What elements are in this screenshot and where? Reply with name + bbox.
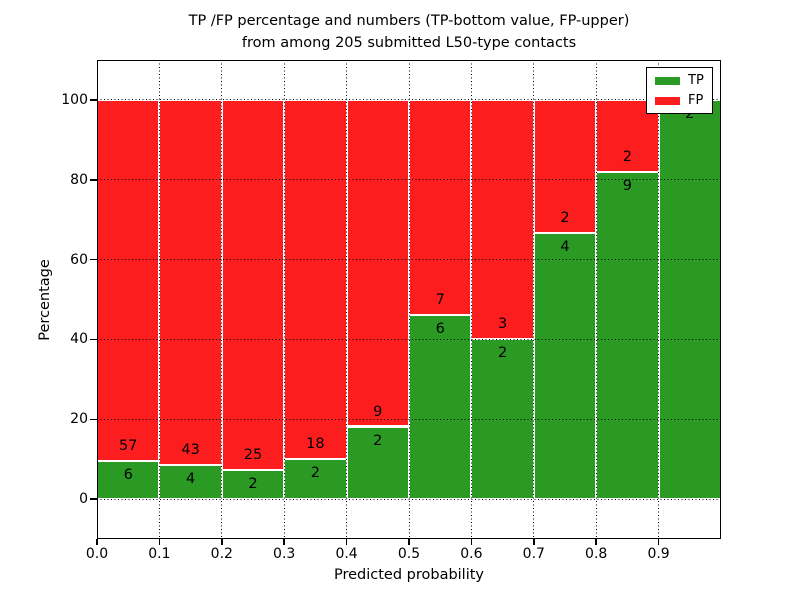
annotation-fp-count: 9 — [373, 403, 383, 420]
legend-label-fp: FP — [688, 93, 704, 108]
y-axis-tick — [90, 99, 97, 101]
y-axis-tick — [90, 418, 97, 420]
gridline-vertical — [346, 60, 348, 539]
legend-row: TP — [655, 74, 704, 87]
y-tick-label: 20 — [70, 411, 88, 428]
x-axis-label: Predicted probability — [333, 567, 485, 583]
gridline-horizontal — [97, 179, 721, 181]
y-axis-tick — [90, 179, 97, 181]
x-axis-tick — [470, 539, 473, 545]
annotation-fp-count: 2 — [622, 149, 633, 166]
annotation-tp-count: 4 — [185, 470, 196, 487]
x-tick-label: 0.8 — [585, 546, 608, 562]
legend-label-tp: TP — [688, 73, 704, 88]
bar-segment-tp — [658, 99, 721, 500]
annotation-fp-count: 43 — [181, 441, 200, 458]
x-axis-tick — [657, 539, 660, 545]
bar-segment-fp — [97, 99, 160, 462]
x-axis-tick — [533, 539, 535, 545]
gridline-horizontal — [97, 338, 721, 340]
gridline-vertical — [658, 60, 660, 539]
gridline-vertical — [158, 60, 160, 539]
x-axis-tick — [158, 539, 161, 545]
gridline-vertical — [221, 60, 223, 539]
annotation-fp-count: 18 — [306, 435, 325, 452]
bar-segment-tp — [221, 469, 285, 500]
gridline-horizontal — [97, 418, 721, 420]
bar-segment-tp — [284, 459, 347, 500]
bar-segment-tp — [596, 172, 659, 500]
x-axis-tick — [408, 539, 410, 545]
annotation-fp-count: 57 — [118, 437, 138, 454]
plot-area: 57643425218292763224292 — [97, 60, 721, 539]
y-tick-label: 100 — [61, 91, 88, 108]
x-tick-label: 0.3 — [273, 546, 296, 562]
x-tick-label: 0.4 — [335, 546, 358, 562]
x-tick-label: 0.0 — [85, 546, 109, 562]
bar-segment-tp — [533, 232, 597, 500]
annotation-fp-count: 2 — [560, 209, 570, 226]
gridline-horizontal — [97, 498, 721, 500]
bar-segment-fp — [221, 99, 285, 470]
bar-segment-tp — [346, 426, 409, 500]
gridline-horizontal — [97, 99, 721, 101]
bar-segment-fp — [471, 99, 534, 340]
gridline-vertical — [408, 60, 410, 539]
legend-row: FP — [655, 94, 704, 107]
bar-segment-fp — [159, 99, 222, 466]
y-axis-tick — [90, 258, 97, 261]
legend-swatch-tp — [655, 76, 680, 85]
bar-segment-fp — [533, 99, 597, 233]
y-tick-label: 80 — [70, 171, 88, 188]
x-tick-label: 0.7 — [522, 546, 545, 562]
bar-segment-fp — [409, 99, 472, 315]
annotation-fp-count: 3 — [497, 316, 508, 333]
y-axis-label: Percentage — [37, 259, 53, 341]
annotation-tp-count: 6 — [123, 466, 133, 483]
x-tick-label: 0.6 — [460, 546, 483, 562]
bar-segment-tp — [159, 465, 222, 500]
x-axis-tick — [283, 539, 285, 545]
y-tick-label: 0 — [79, 491, 88, 508]
bar-segment-fp — [346, 99, 409, 427]
gridline-horizontal — [97, 259, 721, 261]
annotation-tp-count: 2 — [497, 345, 508, 362]
chart-title-line1: TP /FP percentage and numbers (TP-bottom… — [188, 13, 630, 29]
x-tick-label: 0.2 — [210, 546, 233, 562]
annotation-tp-count: 9 — [622, 178, 633, 195]
annotation-fp-count: 25 — [243, 446, 263, 463]
x-axis-tick — [96, 539, 98, 545]
annotation-tp-count: 2 — [310, 464, 321, 481]
bar-segment-fp — [284, 99, 347, 460]
y-axis-tick — [90, 498, 97, 500]
annotation-tp-count: 6 — [435, 320, 445, 337]
x-axis-tick — [221, 539, 223, 545]
bar-segment-tp — [409, 314, 472, 500]
x-tick-label: 0.1 — [148, 546, 171, 562]
legend-swatch-fp — [655, 96, 680, 105]
legend: TP FP — [646, 67, 713, 114]
chart-title-line2: from among 205 submitted L50-type contac… — [241, 35, 577, 51]
x-tick-label: 0.9 — [647, 546, 670, 562]
y-axis-tick — [90, 338, 97, 341]
gridline-vertical — [470, 60, 472, 539]
y-tick-label: 60 — [70, 251, 88, 268]
x-axis-tick — [595, 539, 597, 545]
annotation-tp-count: 4 — [560, 238, 570, 255]
gridline-vertical — [595, 60, 597, 539]
gridline-vertical — [283, 60, 285, 539]
y-tick-label: 40 — [70, 331, 88, 348]
annotation-fp-count: 7 — [435, 291, 445, 308]
annotation-tp-count: 2 — [373, 432, 383, 449]
x-tick-label: 0.5 — [397, 546, 421, 562]
annotation-tp-count: 2 — [248, 475, 258, 492]
bar-segment-tp — [97, 461, 160, 500]
x-axis-tick — [345, 539, 348, 545]
gridline-vertical — [533, 60, 535, 539]
